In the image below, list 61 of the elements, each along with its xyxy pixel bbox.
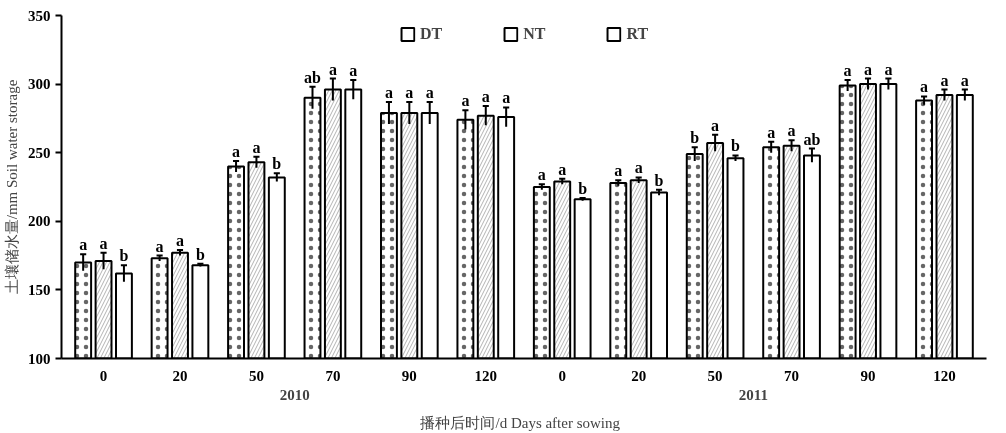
data-label: a (405, 83, 414, 101)
x-tick-label: 20 (172, 367, 188, 384)
data-label: a (787, 122, 796, 140)
data-label: a (252, 138, 261, 156)
y-tick-label: 350 (28, 7, 51, 24)
x-tick-label: 0 (99, 367, 108, 384)
legend-label: DT (419, 25, 443, 43)
data-label: a (558, 160, 567, 178)
data-label: b (578, 179, 588, 197)
data-label: a (79, 236, 88, 254)
data-label: a (614, 162, 623, 180)
data-label: a (99, 234, 108, 252)
data-label: a (884, 60, 893, 78)
x-tick-label: 70 (325, 367, 341, 384)
data-label: a (864, 60, 873, 78)
x-tick-label: 70 (784, 367, 800, 384)
text: 2010 (279, 386, 310, 403)
data-label: a (502, 89, 511, 107)
x-tick-label: 20 (631, 367, 647, 384)
y-tick-label: 300 (28, 76, 51, 93)
data-label: b (731, 137, 741, 155)
data-label: ab (803, 130, 821, 148)
data-label: a (328, 60, 337, 78)
x-tick-label: 90 (401, 367, 417, 384)
data-label: ab (304, 68, 322, 86)
y-tick-label: 200 (28, 213, 51, 230)
x-tick-label: 50 (707, 367, 723, 384)
data-label: a (634, 159, 643, 177)
y-tick-label: 250 (28, 144, 51, 161)
data-label: b (119, 247, 129, 265)
data-label: a (940, 71, 949, 89)
x-tick-label: 0 (558, 367, 566, 384)
data-label: b (272, 155, 282, 173)
data-label: b (690, 129, 700, 147)
data-label: a (711, 116, 720, 134)
text: 2011 (738, 386, 768, 403)
data-label: a (843, 61, 852, 79)
data-label: a (232, 142, 241, 160)
y-tick-label: 100 (28, 350, 51, 367)
data-label: a (349, 61, 358, 79)
legend-label: NT (523, 25, 546, 43)
x-tick-label: 120 (474, 367, 498, 384)
data-label: b (654, 171, 664, 189)
y-axis-title: 土壤储水量/mm Soil water storage (4, 79, 20, 295)
data-label: a (155, 237, 164, 255)
y-tick-label: 150 (28, 281, 51, 298)
data-label: a (481, 88, 490, 106)
x-tick-label: 50 (248, 367, 264, 384)
data-label: a (960, 71, 969, 89)
data-label: a (384, 83, 393, 101)
data-label: a (920, 78, 929, 96)
data-label: b (195, 245, 205, 263)
legend-label: RT (626, 25, 649, 43)
data-label: a (537, 166, 546, 184)
data-label: a (767, 123, 776, 141)
x-axis-title: 播种后时间/d Days after sowing (420, 414, 621, 431)
data-label: a (461, 92, 470, 110)
x-tick-label: 90 (860, 367, 876, 384)
x-tick-label: 120 (933, 367, 956, 384)
data-label: a (425, 83, 434, 101)
data-label: a (175, 232, 184, 250)
